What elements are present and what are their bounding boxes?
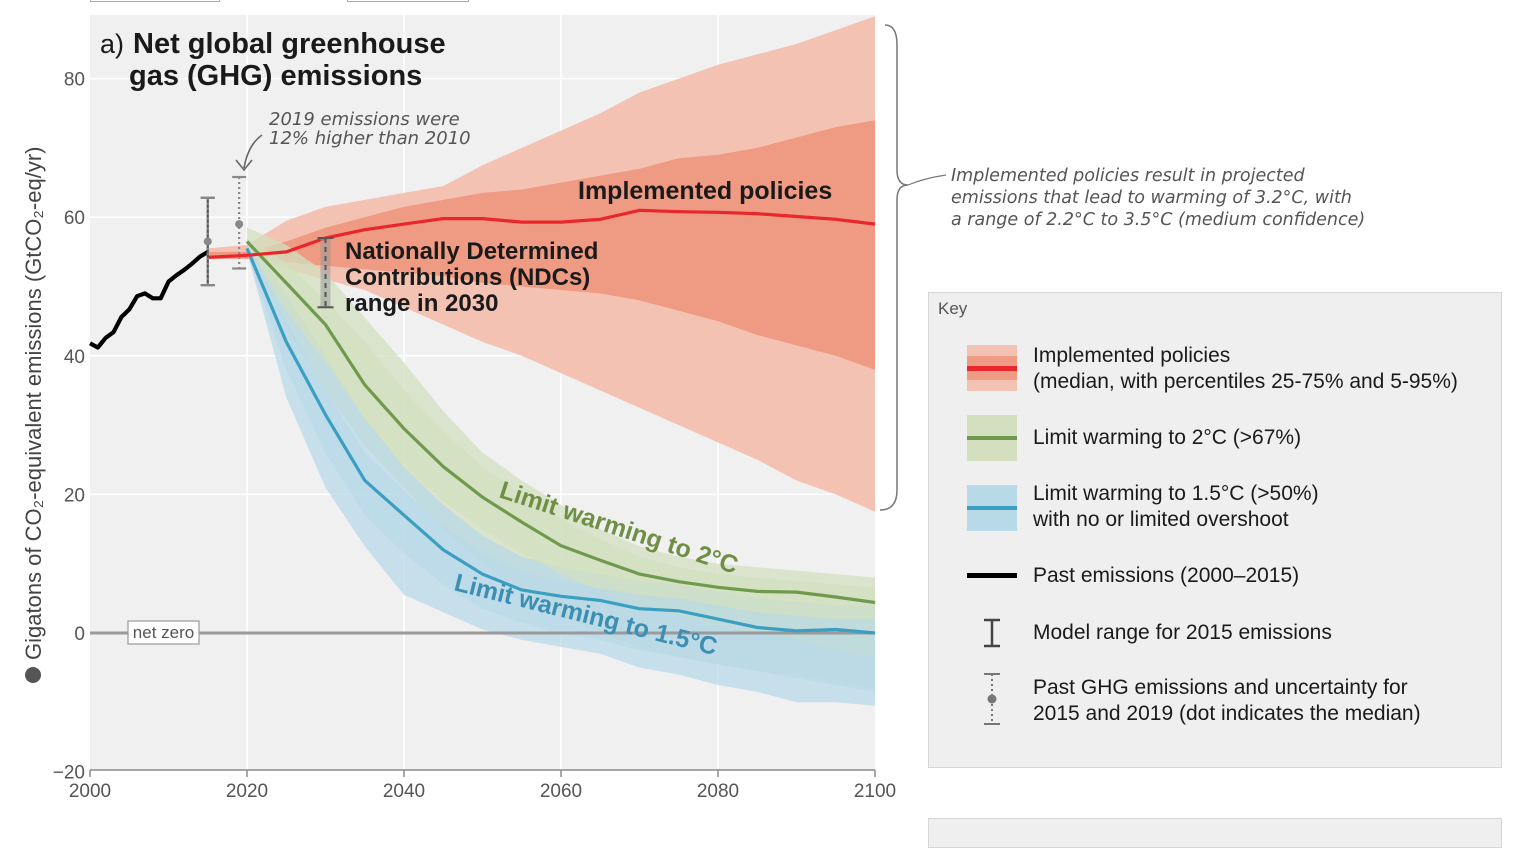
annotation-2019-line1: 2019 emissions were [269, 109, 460, 130]
bracket-note-line1: Implemented policies result in projected [951, 166, 1305, 186]
chart-title-line1: Net global greenhouse [133, 28, 446, 60]
limit-2c-swatch-icon [967, 415, 1017, 461]
chart-title-prefix: a) [100, 29, 124, 59]
cropped-panel-top-left [90, 0, 220, 2]
ndc-label-line1: Nationally Determined [345, 238, 598, 265]
key-text-model-range: Model range for 2015 emissions [1033, 620, 1332, 646]
limit-2c-median-line [245, 240, 876, 605]
band-layer [207, 16, 876, 706]
key-sublabel: (median, with percentiles 25-75% and 5-9… [1033, 370, 1458, 393]
x-tick-label: 2100 [854, 781, 896, 802]
x-tick-label: 2020 [226, 781, 268, 802]
key-sublabel: with no or limited overshoot [1033, 508, 1289, 531]
cropped-panel-top-mid [347, 0, 469, 2]
model-range-icon [984, 618, 1000, 648]
key-text-past: Past emissions (2000–2015) [1033, 563, 1299, 589]
range-bracket [879, 24, 909, 511]
implemented-band-25-75 [207, 120, 876, 370]
key-label: Implemented policies [1033, 344, 1231, 367]
bracket-note-line2: emissions that lead to warming of 3.2°C,… [951, 188, 1352, 208]
ndc-label-line3: range in 2030 [345, 290, 498, 317]
axes: 2000 2020 2040 2060 2080 2100 80 60 40 20 0 −20 [53, 70, 896, 802]
x-tick-label: 2000 [69, 781, 111, 802]
key-label: Limit warming to 2°C (>67%) [1033, 426, 1302, 449]
limit-15c-median-line [245, 247, 876, 635]
y-tick-label: 40 [64, 347, 85, 368]
key-panel: Key Implemented policies (median, with p… [928, 292, 1502, 768]
key-text-2c: Limit warming to 2°C (>67%) [1033, 425, 1301, 451]
limit-2c-band-inner [247, 238, 875, 658]
key-text-15c: Limit warming to 1.5°C (>50%) with no or… [1033, 481, 1319, 533]
net-zero-tag-box [127, 620, 200, 645]
past-emissions-line [89, 250, 209, 350]
annotation-2019-arrow [235, 134, 263, 172]
y-tick-label: 0 [74, 624, 85, 645]
chart-title-line2: gas (GHG) emissions [129, 60, 422, 92]
key-label: Past emissions (2000–2015) [1033, 564, 1300, 587]
limit-2c-band-outer [247, 227, 875, 689]
implemented-swatch-icon [967, 345, 1017, 391]
y-axis-label: Gigatons of CO₂-equivalent emissions (Gt… [21, 147, 46, 660]
limit-15c-band-outer [247, 238, 875, 706]
ndc-range-bar [320, 237, 331, 308]
annotation-2019-line2: 12% higher than 2010 [269, 128, 471, 149]
bracket-note-line3: a range of 2.2°C to 3.5°C (medium confid… [951, 210, 1365, 230]
bracket-connector [907, 174, 947, 186]
uncertainty-2015-median-dot [203, 237, 212, 246]
y-tick-label: 20 [64, 485, 85, 506]
implemented-median-line [207, 208, 876, 259]
cropped-panel-bottom [928, 818, 1502, 848]
past-emissions-line-icon [967, 573, 1017, 578]
implemented-policies-label: Implemented policies [578, 177, 832, 205]
x-tick-label: 2060 [540, 781, 582, 802]
key-title: Key [938, 299, 968, 318]
key-label: Model range for 2015 emissions [1033, 621, 1332, 644]
x-tick-label: 2080 [697, 781, 739, 802]
key-sublabel: 2015 and 2019 (dot indicates the median) [1033, 702, 1421, 725]
x-tick-label: 2040 [383, 781, 425, 802]
line-layer [89, 208, 876, 635]
y-tick-label: 60 [64, 208, 85, 229]
unit-icon [25, 667, 41, 683]
y-tick-label: −20 [53, 763, 85, 784]
marker-layer [200, 175, 334, 309]
limit-15c-swatch-icon [967, 485, 1017, 531]
key-text-implemented: Implemented policies (median, with perce… [1033, 343, 1458, 395]
y-tick-label: 80 [64, 70, 85, 91]
ndc-label-line2: Contributions (NDCs) [345, 264, 590, 291]
key-label: Limit warming to 1.5°C (>50%) [1033, 482, 1319, 505]
key-text-uncertainty: Past GHG emissions and uncertainty for 2… [1033, 675, 1421, 727]
uncertainty-icon [984, 673, 1000, 725]
uncertainty-2019-median-dot [235, 220, 244, 229]
net-zero-tag: net zero [133, 623, 194, 642]
limit-15c-band-inner [247, 244, 875, 692]
key-label: Past GHG emissions and uncertainty for [1033, 676, 1408, 699]
